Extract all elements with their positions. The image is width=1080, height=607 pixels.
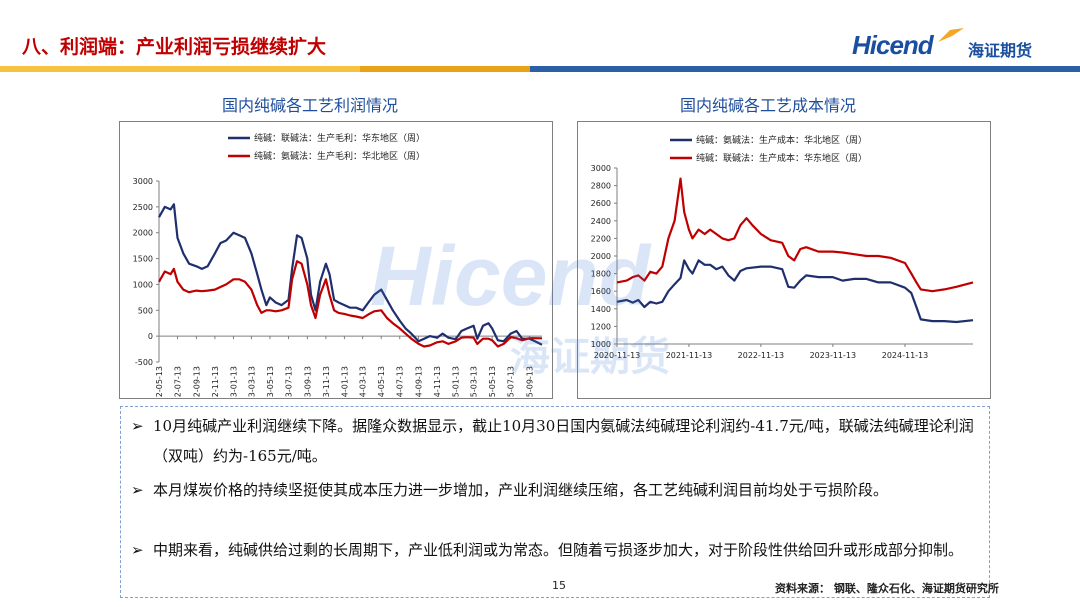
y-tick-label: 2200 [591,234,611,243]
y-tick-label: 2000 [133,229,153,238]
logo-brand-text: Hicend [852,30,934,60]
y-tick-label: 2400 [591,217,611,226]
slide-title: 八、利润端：产业利润亏损继续扩大 [22,36,327,58]
x-tick-label: 2024-01-13 [340,366,349,398]
legend-label-2: 纯碱：氨碱法：生产毛利：华北地区（周） [254,150,425,162]
analysis-notes-box: ➢ 10月纯碱产业利润继续下降。据隆众数据显示，截止10月30日国内氨碱法纯碱理… [120,406,990,598]
y-tick-label: 1400 [591,305,611,314]
x-tick-label: 2024-05-13 [377,366,386,398]
x-tick-label: 2022-11-13 [211,366,220,398]
y-tick-label: 2500 [133,203,153,212]
bullet-text: 10月纯碱产业利润继续下降。据隆众数据显示，截止10月30日国内氨碱法纯碱理论利… [153,417,974,465]
y-tick-label: 0 [148,332,153,341]
x-tick-label: 2023-07-13 [284,366,293,398]
legend-label-1: 纯碱：氨碱法：生产成本：华北地区（周） [696,134,867,146]
series-line-1 [158,203,543,346]
y-tick-label: -500 [135,358,153,367]
y-tick-label: 2600 [591,199,611,208]
header-bar-orange [360,66,530,72]
x-tick-label: 2023-05-13 [266,366,275,398]
header-bar-blue [530,66,1080,72]
legend-label-1: 纯碱：联碱法：生产毛利：华东地区（周） [254,132,425,144]
x-tick-label: 2024-09-13 [415,366,424,398]
y-tick-label: 3000 [591,164,611,173]
x-tick-label: 2025-03-13 [470,366,479,398]
left-chart-title: 国内纯碱各工艺利润情况 [221,96,398,115]
x-tick-label: 2023-09-13 [303,366,312,398]
x-tick-label: 2022-07-13 [174,366,183,398]
header-bar-yellow [0,66,360,72]
bullet-arrow-icon: ➢ [131,541,144,559]
y-tick-label: 1000 [591,340,611,349]
y-tick-label: 2800 [591,182,611,191]
source-note: 资料来源： 钢联、隆众石化、海证期货研究所 [775,582,999,595]
x-tick-label: 2024-11-13 [433,366,442,398]
x-tick-label: 2025-07-13 [507,366,516,398]
x-tick-label: 2025-01-13 [452,366,461,398]
series-line-2 [616,177,974,293]
y-tick-label: 1200 [591,322,611,331]
x-tick-label: 2025-05-13 [488,366,497,398]
series-line-2 [158,260,543,348]
y-tick-label: 3000 [133,177,153,186]
analysis-bullet-1: ➢ 10月纯碱产业利润继续下降。据隆众数据显示，截止10月30日国内氨碱法纯碱理… [131,411,981,471]
analysis-bullet-3: ➢ 中期来看，纯碱供给过剩的长周期下，产业低利润或为常态。但随着亏损逐步加大，对… [131,535,981,565]
y-tick-label: 500 [138,306,153,315]
analysis-bullet-2: ➢ 本月煤炭价格的持续坚挺使其成本压力进一步增加，产业利润继续压缩，各工艺纯碱利… [131,475,981,505]
y-tick-label: 2000 [591,252,611,261]
left-chart-frame: -500 0 500 1000 1500 2000 2500 3000 2022-05-13 20… [119,121,553,413]
x-tick-label: 2025-09-13 [526,366,535,398]
x-tick-label: 2022-05-13 [155,366,164,398]
x-tick-label: 2023-11-13 [810,351,857,360]
x-tick-label: 2023-01-13 [229,366,238,398]
bullet-arrow-icon: ➢ [131,481,144,499]
right-chart-title: 国内纯碱各工艺成本情况 [679,96,856,115]
x-tick-label: 2022-09-13 [192,366,201,398]
company-logo: Hicend 海证期货 [852,26,1052,66]
series-line-1 [616,259,974,324]
cost-line-chart: 1000 1200 1400 1600 1800 2000 2200 2400 2600 2800… [591,134,974,360]
y-tick-label: 1500 [133,255,153,264]
x-tick-label: 2024-07-13 [396,366,405,398]
logo-chinese-text: 海证期货 [968,41,1033,60]
x-tick-label: 2023-03-13 [247,366,256,398]
x-tick-label: 2021-11-13 [666,351,713,360]
logo-swoosh-icon [938,28,964,42]
y-tick-label: 1000 [133,280,153,289]
x-tick-label: 2024-03-13 [359,366,368,398]
header-divider-bar [0,66,1080,72]
right-chart-frame: 1000 1200 1400 1600 1800 2000 2200 2400 2600 2800… [577,121,991,399]
x-tick-label: 2022-11-13 [738,351,785,360]
profit-line-chart: -500 0 500 1000 1500 2000 2500 3000 2022-05-13 20… [133,132,543,413]
y-tick-label: 1600 [591,287,611,296]
bullet-text: 本月煤炭价格的持续坚挺使其成本压力进一步增加，产业利润继续压缩，各工艺纯碱利润目… [153,481,889,499]
x-tick-label: 2023-11-13 [322,366,331,398]
bullet-text: 中期来看，纯碱供给过剩的长周期下，产业低利润或为常态。但随着亏损逐步加大，对于阶… [153,541,964,559]
page-number: 15 [552,579,566,592]
legend-label-2: 纯碱：联碱法：生产成本：华东地区（周） [696,152,867,164]
x-tick-label: 2024-11-13 [882,351,929,360]
x-tick-label: 2020-11-13 [594,351,641,360]
y-tick-label: 1800 [591,270,611,279]
bullet-arrow-icon: ➢ [131,417,144,435]
